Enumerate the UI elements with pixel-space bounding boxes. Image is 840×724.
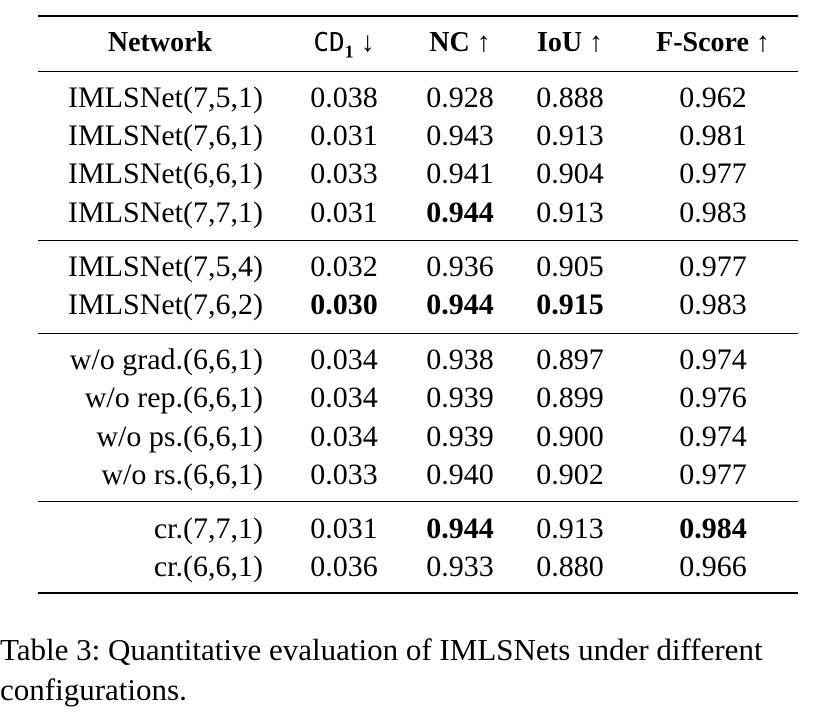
table-cell-nc: 0.944 (426, 288, 494, 321)
table-cell-cd: 0.033 (310, 458, 378, 491)
table-cell-network: w/o grad.(6,6,1) (69, 343, 263, 376)
table-cell-cd: 0.036 (310, 550, 378, 583)
table-cell-iou: 0.905 (536, 250, 604, 283)
table-cell-nc: 0.941 (426, 157, 494, 190)
table-cell-cd: 0.031 (310, 196, 378, 229)
table-cell-network: cr.(7,7,1) (153, 512, 263, 545)
table-cell-cd: 0.031 (310, 512, 378, 545)
header-cd-arrow: ↓ (353, 27, 375, 58)
table-cell-f: 0.977 (679, 458, 747, 491)
table-cell-nc: 0.943 (426, 119, 494, 152)
header-cd-subscript: 1 (344, 41, 354, 62)
header-cd-label: CD (313, 28, 345, 58)
header-iou: IoU ↑ (536, 27, 604, 58)
table-top-rule (38, 15, 798, 17)
table-cell-iou: 0.915 (536, 288, 604, 321)
table-cell-network: IMLSNet(7,6,1) (68, 119, 263, 152)
header-fscore: F-Score ↑ (656, 27, 770, 58)
table-group-rule-1 (38, 240, 798, 241)
table-cell-f: 0.962 (679, 81, 747, 114)
table-cell-network: cr.(6,6,1) (153, 550, 263, 583)
table-cell-iou: 0.902 (536, 458, 604, 491)
caption-line-1: Table 3: Quantitative evaluation of IMLS… (0, 632, 763, 667)
header-cd: CD1 ↓ (313, 24, 374, 71)
table-cell-nc: 0.936 (426, 250, 494, 283)
table-cell-iou: 0.899 (536, 381, 604, 414)
table-cell-iou: 0.888 (536, 81, 604, 114)
table-cell-f: 0.983 (679, 196, 747, 229)
table-cell-f: 0.966 (679, 550, 747, 583)
table-cell-cd: 0.033 (310, 157, 378, 190)
table-cell-cd: 0.034 (310, 420, 378, 453)
table-cell-nc: 0.939 (426, 381, 494, 414)
table-cell-network: IMLSNet(7,6,2) (68, 288, 263, 321)
table-cell-cd: 0.034 (310, 381, 378, 414)
table-cell-f: 0.974 (679, 343, 747, 376)
table-header-rule (38, 71, 798, 72)
table-cell-nc: 0.944 (426, 196, 494, 229)
table-cell-network: IMLSNet(7,5,4) (68, 250, 263, 283)
table-cell-iou: 0.913 (536, 512, 604, 545)
table-cell-iou: 0.880 (536, 550, 604, 583)
table-cell-f: 0.976 (679, 381, 747, 414)
table-caption: Table 3: Quantitative evaluation of IMLS… (0, 630, 840, 710)
table-cell-f: 0.983 (679, 288, 747, 321)
table-group-rule-3 (38, 501, 798, 502)
table-cell-network: IMLSNet(7,7,1) (68, 196, 263, 229)
table-cell-iou: 0.897 (536, 343, 604, 376)
table-cell-cd: 0.034 (310, 343, 378, 376)
table-cell-iou: 0.913 (536, 119, 604, 152)
table-cell-iou: 0.900 (536, 420, 604, 453)
table-cell-nc: 0.933 (426, 550, 494, 583)
table-cell-cd: 0.031 (310, 119, 378, 152)
table-bottom-rule (38, 592, 798, 594)
header-nc: NC ↑ (429, 27, 491, 58)
table-cell-nc: 0.940 (426, 458, 494, 491)
table-cell-network: w/o rep.(6,6,1) (84, 381, 263, 414)
table-cell-network: IMLSNet(6,6,1) (68, 157, 263, 190)
table-group-rule-2 (38, 333, 798, 334)
table-cell-f: 0.981 (679, 119, 747, 152)
header-network: Network (107, 27, 213, 58)
table-cell-cd: 0.032 (310, 250, 378, 283)
table-cell-f: 0.977 (679, 157, 747, 190)
table-cell-network: w/o ps.(6,6,1) (96, 420, 263, 453)
table-cell-f: 0.974 (679, 420, 747, 453)
table-cell-cd: 0.030 (310, 288, 378, 321)
table-cell-network: IMLSNet(7,5,1) (68, 81, 263, 114)
table-cell-nc: 0.939 (426, 420, 494, 453)
table-cell-nc: 0.928 (426, 81, 494, 114)
caption-line-2: configurations. (0, 672, 187, 707)
table-cell-nc: 0.938 (426, 343, 494, 376)
table-cell-f: 0.984 (679, 512, 747, 545)
table-cell-network: w/o rs.(6,6,1) (101, 458, 263, 491)
table-cell-iou: 0.904 (536, 157, 604, 190)
table-cell-iou: 0.913 (536, 196, 604, 229)
table-cell-f: 0.977 (679, 250, 747, 283)
table-cell-cd: 0.038 (310, 81, 378, 114)
table-cell-nc: 0.944 (426, 512, 494, 545)
